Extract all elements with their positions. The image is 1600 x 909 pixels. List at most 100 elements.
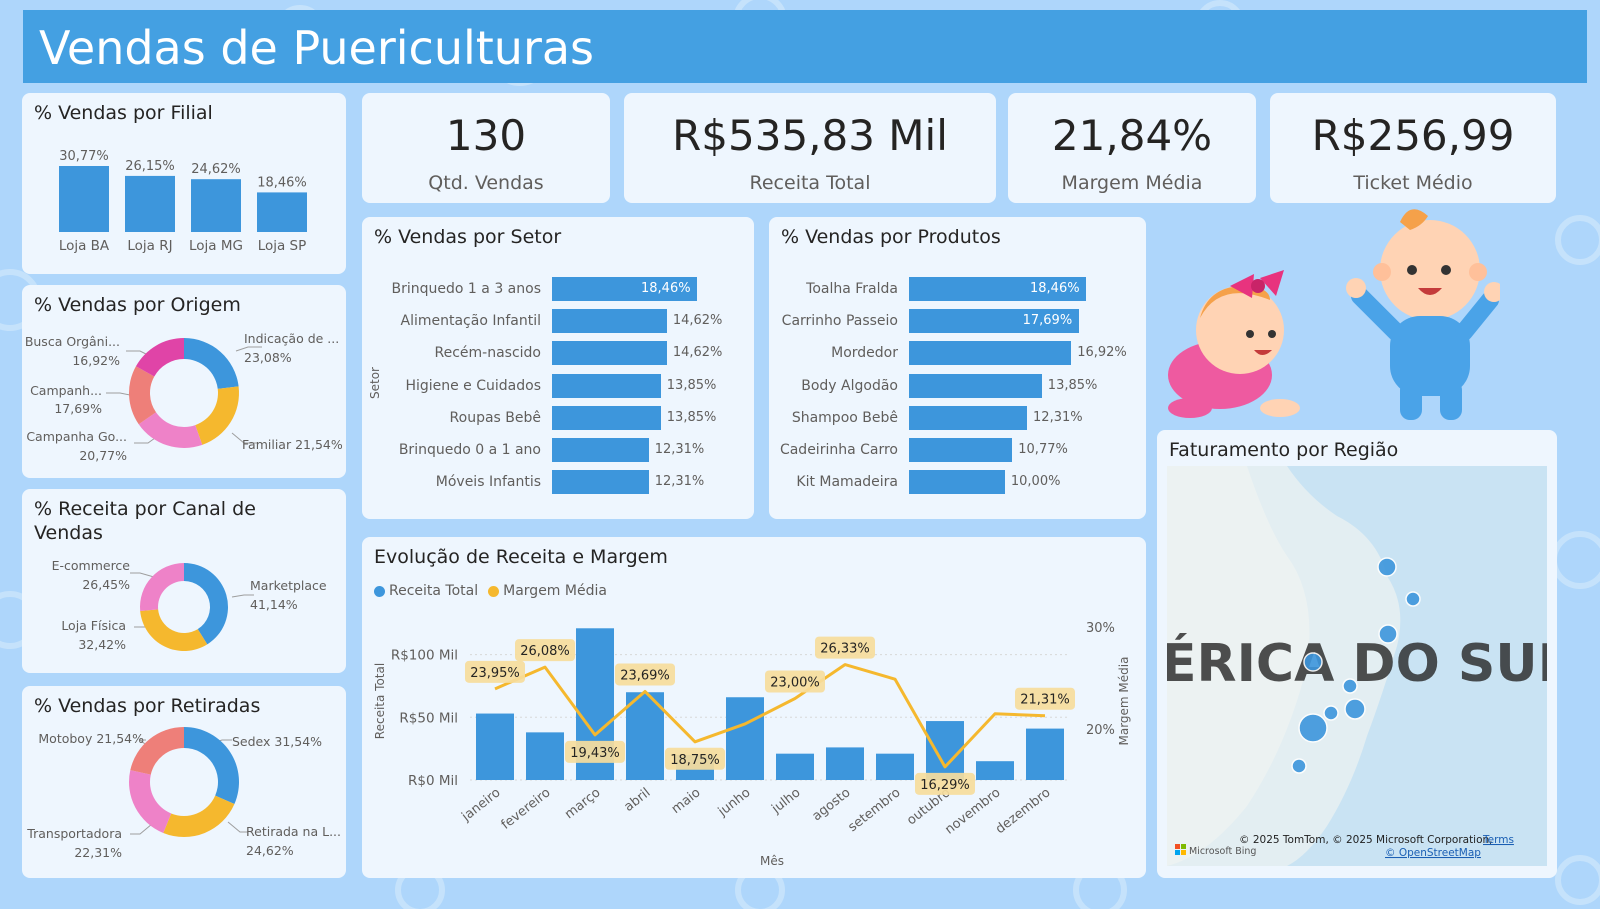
margem-label: 18,75% [670, 753, 720, 768]
produtos-bar[interactable] [909, 405, 1028, 430]
map-terms-link[interactable]: Terms [1482, 834, 1514, 846]
produtos-category-label: Carrinho Passeio [781, 313, 898, 330]
retiradas-label-3a: Transportadora [26, 826, 122, 841]
filial-bar-chart[interactable]: 30,77% Loja BA 26,15% Loja RJ 24,62% Loja MG 1… [22, 93, 346, 274]
margem-label-box [515, 639, 575, 662]
produtos-value-label: 13,85% [1047, 377, 1098, 393]
setor-category-label: Alimentação Infantil [400, 313, 542, 330]
setor-value-label: 12,31% [654, 442, 705, 457]
receita-bar [876, 753, 914, 780]
setor-value-label: 14,62% [672, 345, 723, 361]
setor-bar[interactable] [552, 277, 697, 301]
card-title: Faturamento por Região [1169, 439, 1399, 461]
card-vendas-produtos[interactable]: % Vendas por Produtos Toalha Fralda 18,46… [769, 217, 1146, 519]
retiradas-label-2b: 24,62% [246, 843, 294, 858]
card-vendas-origem[interactable]: % Vendas por Origem Indicação de ... 23,… [22, 285, 346, 478]
baby-girl-icon [1168, 270, 1300, 418]
margem-label: 26,08% [520, 644, 570, 659]
card-title-line-1: % Receita por Canal de [34, 498, 256, 520]
canal-donut-chart[interactable]: Marketplace 41,14% Loja Física 32,42% E-… [22, 489, 346, 673]
x-tick-label: junho [715, 785, 754, 820]
card-vendas-setor[interactable]: % Vendas por Setor Setor Brinquedo 1 a 3… [362, 217, 754, 519]
origem-slice [129, 366, 157, 425]
chart-legend[interactable]: Receita Total Margem Média [374, 583, 607, 599]
produtos-value-label: 10,77% [1018, 442, 1068, 457]
retiradas-label-2a: Retirada na L... [246, 824, 341, 839]
kpi-value: 21,84% [1051, 111, 1213, 160]
setor-bar[interactable] [552, 341, 667, 366]
receita-bar [926, 721, 964, 780]
setor-value-label: 13,85% [666, 409, 717, 425]
filial-bar [257, 192, 307, 232]
margem-label-box [465, 660, 525, 683]
margem-label: 23,00% [770, 676, 820, 691]
canal-label-1b: 41,14% [250, 597, 298, 612]
kpi-value: R$535,83 Mil [672, 111, 948, 160]
retiradas-label-3b: 22,31% [74, 845, 122, 860]
origem-slice [135, 338, 184, 377]
origem-donut-chart[interactable]: Indicação de ... 23,08% Familiar 21,54% … [22, 285, 346, 478]
card-title: % Vendas por Retiradas [34, 695, 261, 717]
setor-bar[interactable] [552, 373, 661, 398]
produtos-bar[interactable] [909, 470, 1005, 495]
region-map[interactable]: ÉRICA DO SUL Microsoft Bing © 2025 TomTo… [1167, 466, 1547, 866]
kpi-qtd-vendas[interactable]: 130 Qtd. Vendas [362, 93, 610, 203]
origem-label-4a: Campanh... [30, 383, 102, 398]
map-osm-link[interactable]: © OpenStreetMap [1385, 847, 1481, 859]
retiradas-slice [184, 727, 239, 804]
margem-label-box [1015, 687, 1075, 710]
kpi-label: Qtd. Vendas [428, 172, 544, 194]
margem-line [494, 663, 1046, 769]
produtos-bar[interactable] [909, 438, 1013, 462]
retiradas-slice [130, 727, 184, 775]
origem-label-1b: 23,08% [244, 350, 292, 365]
setor-bar[interactable] [552, 438, 649, 462]
card-title: % Vendas por Produtos [781, 226, 1001, 248]
setor-value-label: 13,85% [666, 377, 717, 393]
produtos-category-label: Kit Mamadeira [796, 474, 898, 491]
x-tick-label: maio [669, 785, 704, 817]
kpi-value: R$256,99 [1311, 111, 1515, 160]
kpi-ticket-medio[interactable]: R$256,99 Ticket Médio [1270, 93, 1556, 203]
produtos-bar[interactable] [909, 309, 1079, 334]
retiradas-donut-chart[interactable]: Sedex 31,54% Retirada na L... 24,62% Tra… [22, 686, 346, 878]
card-evolucao-receita-margem[interactable]: Evolução de Receita e Margem Receita Tot… [362, 537, 1146, 878]
setor-bar[interactable] [552, 470, 649, 495]
receita-bar [776, 753, 814, 780]
kpi-value: 130 [445, 111, 527, 160]
setor-bar[interactable] [552, 405, 661, 430]
map-bubble [1298, 713, 1328, 743]
kpi-receita-total[interactable]: R$535,83 Mil Receita Total [624, 93, 996, 203]
produtos-value-label: 18,46% [1030, 281, 1080, 296]
x-tick-label: março [562, 785, 603, 822]
margem-label-box [615, 663, 675, 686]
card-faturamento-regiao[interactable]: Faturamento por Região ÉRICA DO SUL Micr… [1157, 430, 1557, 878]
x-tick-label: julho [768, 785, 803, 817]
x-tick-label: janeiro [458, 785, 503, 825]
produtos-value-label: 12,31% [1033, 409, 1083, 425]
card-vendas-retiradas[interactable]: % Vendas por Retiradas Sedex 31,54% Reti… [22, 686, 346, 878]
filial-category-label: Loja RJ [127, 238, 172, 254]
legend-receita: Receita Total [389, 583, 479, 599]
card-vendas-filial[interactable]: % Vendas por Filial 30,77% Loja BA 26,15% L… [22, 93, 346, 274]
canal-slice [184, 563, 229, 645]
produtos-category-label: Toalha Fralda [806, 281, 898, 297]
evolucao-combo-chart[interactable]: R$0 Mil R$50 Mil R$100 Mil 20% 30% Receita To… [362, 537, 1146, 878]
map-bubbles [1291, 557, 1421, 774]
produtos-bar[interactable] [909, 373, 1042, 398]
setor-axis-label: Setor [368, 367, 382, 399]
map-bubble [1342, 678, 1358, 694]
receita-bar [976, 761, 1014, 780]
kpi-margem-media[interactable]: 21,84% Margem Média [1008, 93, 1256, 203]
setor-value-label: 18,46% [641, 281, 691, 296]
page-title: Vendas de Puericulturas [39, 21, 595, 75]
canal-slice [140, 609, 208, 651]
origem-label-4b: 17,69% [54, 401, 102, 416]
card-receita-canal[interactable]: % Receita por Canal de Vendas Marketplac… [22, 489, 346, 673]
y-axis-title: Receita Total [373, 663, 387, 739]
margem-label-box [815, 636, 875, 659]
produtos-bar[interactable] [909, 341, 1072, 366]
produtos-bar[interactable] [909, 277, 1086, 301]
receita-bar [526, 732, 564, 780]
setor-bar[interactable] [552, 309, 667, 334]
